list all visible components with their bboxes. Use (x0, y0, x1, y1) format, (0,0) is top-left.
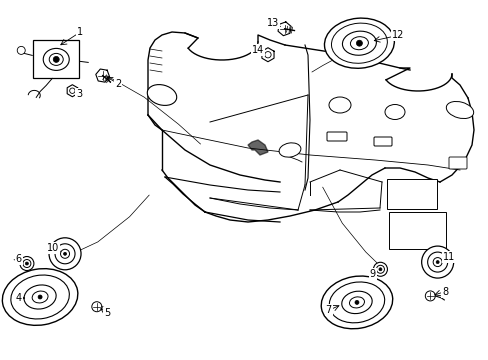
Ellipse shape (49, 53, 63, 66)
Circle shape (432, 258, 441, 266)
Circle shape (53, 57, 59, 62)
Circle shape (38, 295, 42, 299)
Circle shape (92, 302, 102, 312)
FancyBboxPatch shape (386, 179, 436, 209)
Circle shape (425, 291, 434, 301)
Circle shape (264, 51, 270, 58)
Circle shape (61, 249, 69, 258)
Text: 8: 8 (441, 287, 447, 297)
Circle shape (69, 88, 75, 94)
Circle shape (354, 300, 358, 305)
Ellipse shape (24, 285, 56, 309)
Circle shape (421, 246, 453, 278)
Ellipse shape (350, 37, 367, 50)
Text: 1: 1 (77, 27, 82, 37)
Text: 11: 11 (442, 252, 454, 262)
Text: 4: 4 (16, 293, 21, 303)
Circle shape (427, 252, 447, 272)
Text: 12: 12 (391, 30, 404, 40)
FancyBboxPatch shape (326, 132, 346, 141)
Circle shape (20, 257, 34, 270)
Circle shape (49, 238, 81, 270)
Text: 10: 10 (46, 243, 59, 253)
Ellipse shape (32, 291, 48, 303)
Ellipse shape (331, 23, 386, 63)
Ellipse shape (2, 269, 78, 325)
FancyBboxPatch shape (388, 212, 445, 249)
Circle shape (63, 252, 66, 255)
Circle shape (376, 265, 384, 273)
Text: 13: 13 (266, 18, 279, 28)
FancyBboxPatch shape (448, 157, 466, 169)
Ellipse shape (11, 275, 69, 319)
Ellipse shape (342, 31, 376, 55)
Text: 3: 3 (76, 89, 82, 99)
Text: 14: 14 (251, 45, 264, 55)
FancyBboxPatch shape (33, 40, 79, 78)
Ellipse shape (341, 291, 371, 314)
Circle shape (435, 261, 438, 264)
Ellipse shape (328, 282, 384, 323)
Ellipse shape (321, 276, 392, 329)
Circle shape (17, 46, 25, 54)
Ellipse shape (446, 102, 473, 118)
Ellipse shape (349, 297, 364, 308)
Text: 2: 2 (115, 78, 121, 89)
Circle shape (25, 262, 28, 265)
Text: 6: 6 (16, 254, 21, 264)
Ellipse shape (384, 104, 404, 120)
Ellipse shape (328, 97, 350, 113)
Circle shape (356, 40, 362, 46)
FancyBboxPatch shape (373, 137, 391, 146)
Ellipse shape (279, 143, 300, 157)
Ellipse shape (147, 85, 176, 105)
Circle shape (23, 260, 31, 267)
Ellipse shape (43, 48, 69, 71)
Text: 9: 9 (369, 269, 375, 279)
Ellipse shape (324, 18, 393, 68)
Polygon shape (247, 140, 267, 155)
Circle shape (373, 262, 386, 276)
Circle shape (378, 268, 381, 271)
Text: 5: 5 (104, 308, 110, 318)
Circle shape (55, 244, 75, 264)
Text: 7: 7 (325, 305, 331, 315)
